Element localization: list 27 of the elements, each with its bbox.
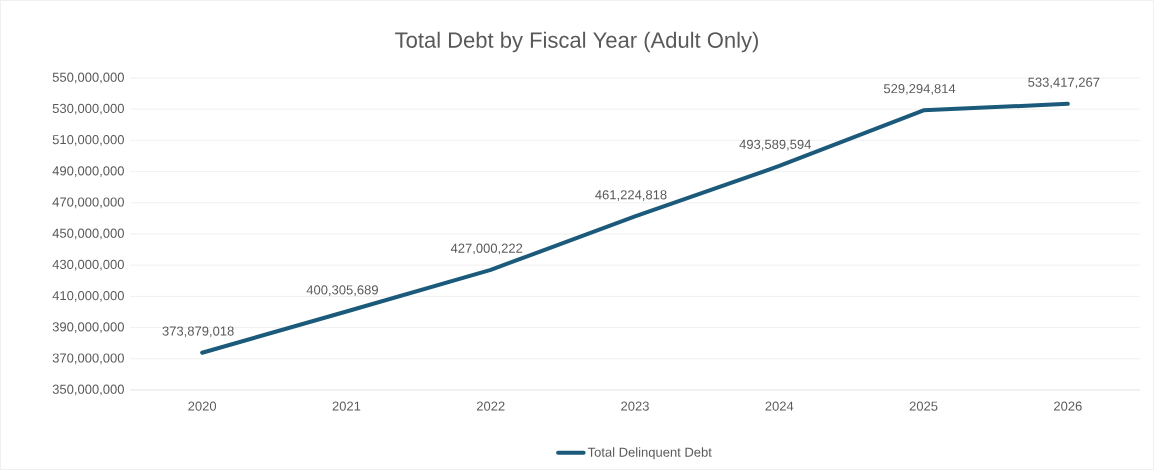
data-label: 461,224,818 — [595, 190, 667, 201]
y-tick-label: 510,000,000 — [52, 135, 124, 146]
y-tick-label: 490,000,000 — [52, 166, 124, 177]
x-tick-label: 2023 — [621, 401, 649, 411]
y-tick-label: 450,000,000 — [52, 228, 124, 240]
y-tick-label: 370,000,000 — [52, 353, 124, 365]
y-tick-label: 390,000,000 — [52, 322, 124, 333]
y-tick-label: 530,000,000 — [52, 103, 124, 115]
x-tick-label: 2026 — [1054, 401, 1082, 411]
y-tick-label: 430,000,000 — [52, 259, 124, 271]
y-tick-label: 410,000,000 — [52, 291, 124, 302]
data-label: 533,417,267 — [1028, 77, 1100, 89]
data-label: 373,879,018 — [162, 326, 234, 338]
data-label: 427,000,222 — [450, 243, 523, 255]
y-tick-label: 470,000,000 — [52, 197, 124, 209]
x-tick-label: 2022 — [476, 401, 505, 411]
x-tick-label: 2025 — [909, 401, 938, 411]
legend-label: Total Delinquent Debt — [587, 447, 712, 460]
y-tick-label: 550,000,000 — [52, 72, 124, 84]
x-tick-label: 2020 — [188, 401, 217, 411]
x-tick-label: 2021 — [332, 401, 361, 411]
data-label: 529,294,814 — [883, 84, 956, 95]
x-tick-label: 2024 — [765, 401, 794, 411]
chart-title: Total Debt by Fiscal Year (Adult Only) — [395, 31, 758, 53]
y-tick-label: 350,000,000 — [52, 384, 124, 396]
data-label: 493,589,594 — [739, 139, 812, 151]
data-label: 400,305,689 — [306, 285, 378, 296]
